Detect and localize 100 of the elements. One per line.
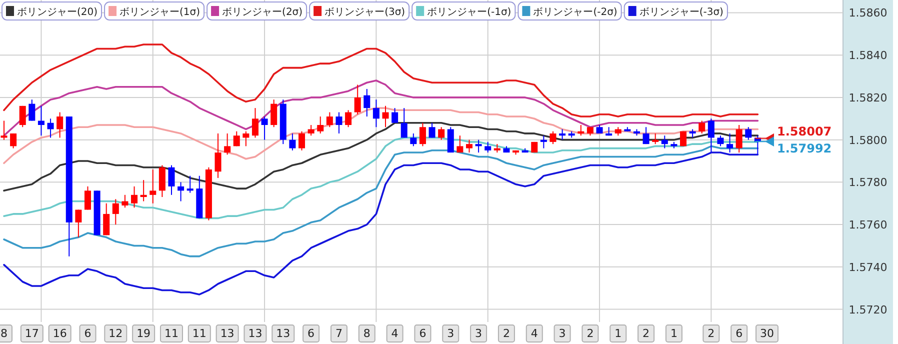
candlestick [745, 126, 752, 140]
ref-line-label: 1.57992 [777, 142, 832, 156]
candlestick [140, 180, 147, 202]
candlestick [38, 105, 44, 136]
x-tick-label: 3 [475, 327, 482, 340]
ref-line-label: 1.58007 [777, 124, 832, 138]
candlestick [652, 132, 659, 145]
x-tick-label: 30 [760, 327, 774, 340]
candlestick [178, 182, 184, 202]
candlestick [214, 132, 222, 178]
candlestick [382, 105, 389, 128]
candlestick [122, 194, 128, 208]
x-tick-label: 2 [642, 327, 650, 340]
y-tick-label: 1.5720 [848, 303, 888, 316]
candlestick [372, 99, 380, 128]
candlestick [131, 186, 138, 208]
candlestick [736, 124, 742, 154]
x-tick-label: 4 [530, 327, 538, 340]
x-tick-label: 3 [447, 327, 454, 340]
x-tick-label: 1 [670, 327, 678, 340]
x-tick-label: 13 [220, 327, 234, 340]
candlestick [298, 130, 306, 151]
legend-label: ボリンジャー(20) [17, 7, 98, 18]
candlestick [10, 132, 17, 149]
x-tick-label: 2 [708, 327, 715, 340]
candlestick [150, 168, 156, 204]
candlestick [28, 99, 36, 122]
legend-label: ボリンジャー(3σ) [324, 7, 406, 18]
legend-label: ボリンジャー(2σ) [222, 7, 303, 18]
x-tick-label: 17 [24, 327, 39, 340]
y-tick-label: 1.5760 [848, 218, 888, 232]
x-tick-label: 6 [736, 327, 743, 340]
candlestick [661, 135, 668, 149]
candlestick [270, 99, 278, 128]
x-tick-label: 7 [335, 327, 342, 340]
candlestick [698, 120, 706, 134]
candlestick [540, 135, 547, 149]
x-tick-label: 16 [52, 327, 67, 340]
x-tick-label: 11 [164, 327, 178, 340]
candlestick [19, 105, 26, 128]
candlestick [308, 124, 314, 136]
candlestick [466, 139, 472, 154]
candlestick [56, 112, 64, 138]
candlestick [364, 88, 370, 118]
candlestick [392, 108, 398, 124]
candlestick [717, 135, 724, 147]
candlestick [456, 135, 464, 154]
candlestick [400, 108, 408, 138]
candlestick [317, 116, 324, 134]
candlestick [578, 124, 584, 136]
legend-label: ボリンジャー(-3σ) [639, 7, 724, 18]
candlestick [186, 175, 194, 194]
candlestick [158, 164, 166, 198]
candlestick [233, 130, 240, 147]
candlestick [47, 118, 54, 138]
candlestick [438, 126, 445, 140]
candlestick [168, 164, 175, 196]
candlestick [345, 110, 352, 128]
legend-label: ボリンジャー(-1σ) [427, 7, 512, 18]
candlestick [484, 141, 492, 154]
candlestick [224, 132, 231, 156]
candlestick [84, 186, 91, 210]
x-tick-label: 3 [558, 327, 566, 340]
y-tick-label: 1.5820 [848, 91, 888, 104]
x-tick-label: 11 [192, 327, 206, 340]
candlestick [428, 122, 436, 138]
y-tick-label: 1.5740 [848, 260, 888, 274]
x-tick-label: 8 [0, 327, 8, 340]
legend-label: ボリンジャー(1σ) [120, 7, 200, 18]
x-tick-label: 13 [248, 327, 262, 340]
x-tick-label: 2 [586, 327, 594, 340]
candlestick [726, 132, 734, 154]
x-tick-label: 2 [502, 327, 510, 340]
y-tick-label: 1.5800 [848, 134, 888, 147]
candlestick [559, 128, 566, 140]
candlestick [336, 112, 342, 134]
candlestick [419, 122, 426, 147]
candlestick [261, 116, 268, 140]
candlestick [289, 132, 296, 151]
x-tick-label: 6 [419, 327, 426, 340]
x-tick-label: 6 [308, 327, 315, 340]
x-tick-label: 12 [108, 327, 123, 340]
candlestick [475, 139, 482, 154]
x-tick-label: 8 [363, 327, 370, 340]
candlestick [550, 130, 556, 145]
x-tick-label: 6 [84, 327, 92, 340]
y-tick-label: 1.5860 [848, 6, 888, 20]
candlestick [112, 198, 119, 226]
candlestick [242, 130, 250, 147]
candlestick [410, 132, 417, 147]
y-tick-label: 1.5780 [848, 176, 888, 190]
candlestick [708, 118, 714, 154]
x-tick-label: 19 [136, 327, 151, 340]
candlestick [0, 120, 8, 140]
y-tick-label: 1.5840 [848, 49, 888, 62]
candlestick [103, 202, 110, 236]
x-tick-label: 4 [391, 327, 398, 340]
candlestick [252, 108, 258, 138]
legend-label: ボリンジャー(-2σ) [533, 7, 618, 18]
x-tick-label: 13 [276, 327, 290, 340]
